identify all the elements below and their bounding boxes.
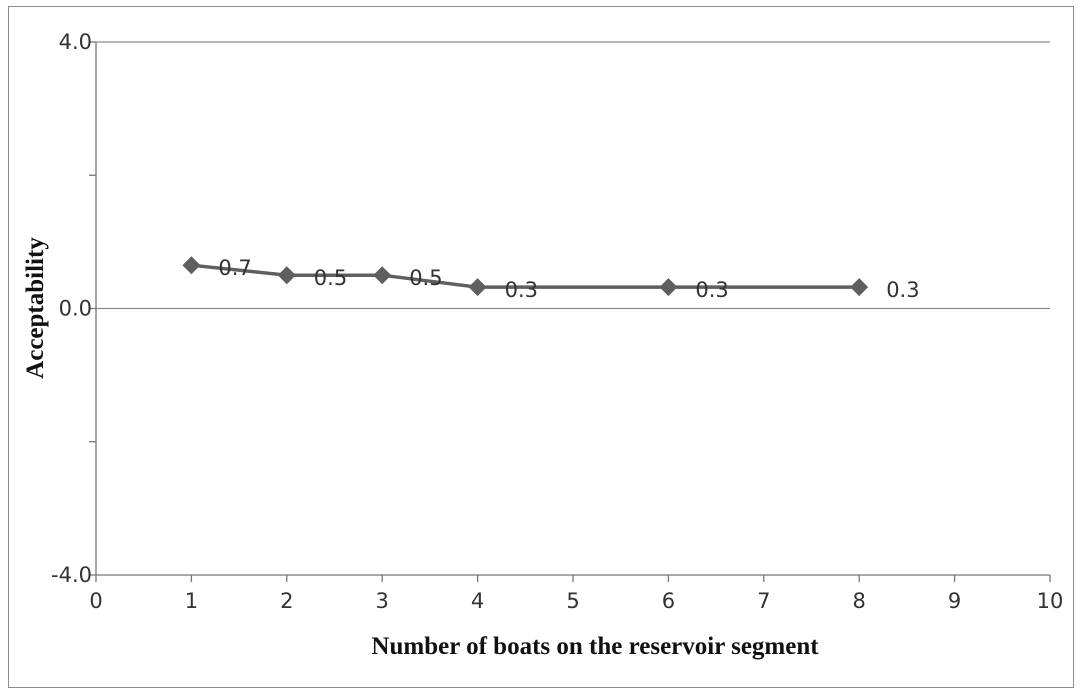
x-tick-label: 9 [948,589,961,613]
data-label: 0.3 [695,278,728,302]
x-axis-title: Number of boats on the reservoir segment [371,633,819,660]
y-tick-label: 4.0 [59,30,92,54]
data-point-diamond [182,256,200,274]
x-tick-label: 8 [853,589,866,613]
data-point-diamond [373,266,391,284]
axes [89,42,1050,582]
y-tick-label: 0.0 [59,297,92,321]
x-tick-label: 6 [662,589,675,613]
data-point-diamond [850,278,868,296]
y-axis-title: Acceptability [22,237,49,379]
x-tick-labels: 0 1 2 3 4 5 6 7 8 9 10 [89,589,1063,613]
data-labels: 0.7 0.5 0.5 0.3 0.3 0.3 [218,256,919,302]
x-tick-label: 7 [757,589,770,613]
data-label: 0.5 [314,266,347,290]
data-label: 0.7 [218,256,251,280]
data-point-diamond [469,278,487,296]
x-tick-label: 2 [280,589,293,613]
data-label: 0.5 [409,266,442,290]
x-tick-label: 5 [566,589,579,613]
data-label: 0.3 [505,278,538,302]
x-tick-label: 0 [89,589,102,613]
x-tick-label: 10 [1037,589,1064,613]
x-tick-label: 1 [185,589,198,613]
x-tick-label: 3 [376,589,389,613]
y-tick-labels: 4.0 0.0 -4.0 [51,30,92,587]
x-tick-label: 4 [471,589,484,613]
data-point-diamond [278,266,296,284]
y-tick-label: -4.0 [51,563,92,587]
data-label: 0.3 [886,278,919,302]
data-point-diamond [659,278,677,296]
